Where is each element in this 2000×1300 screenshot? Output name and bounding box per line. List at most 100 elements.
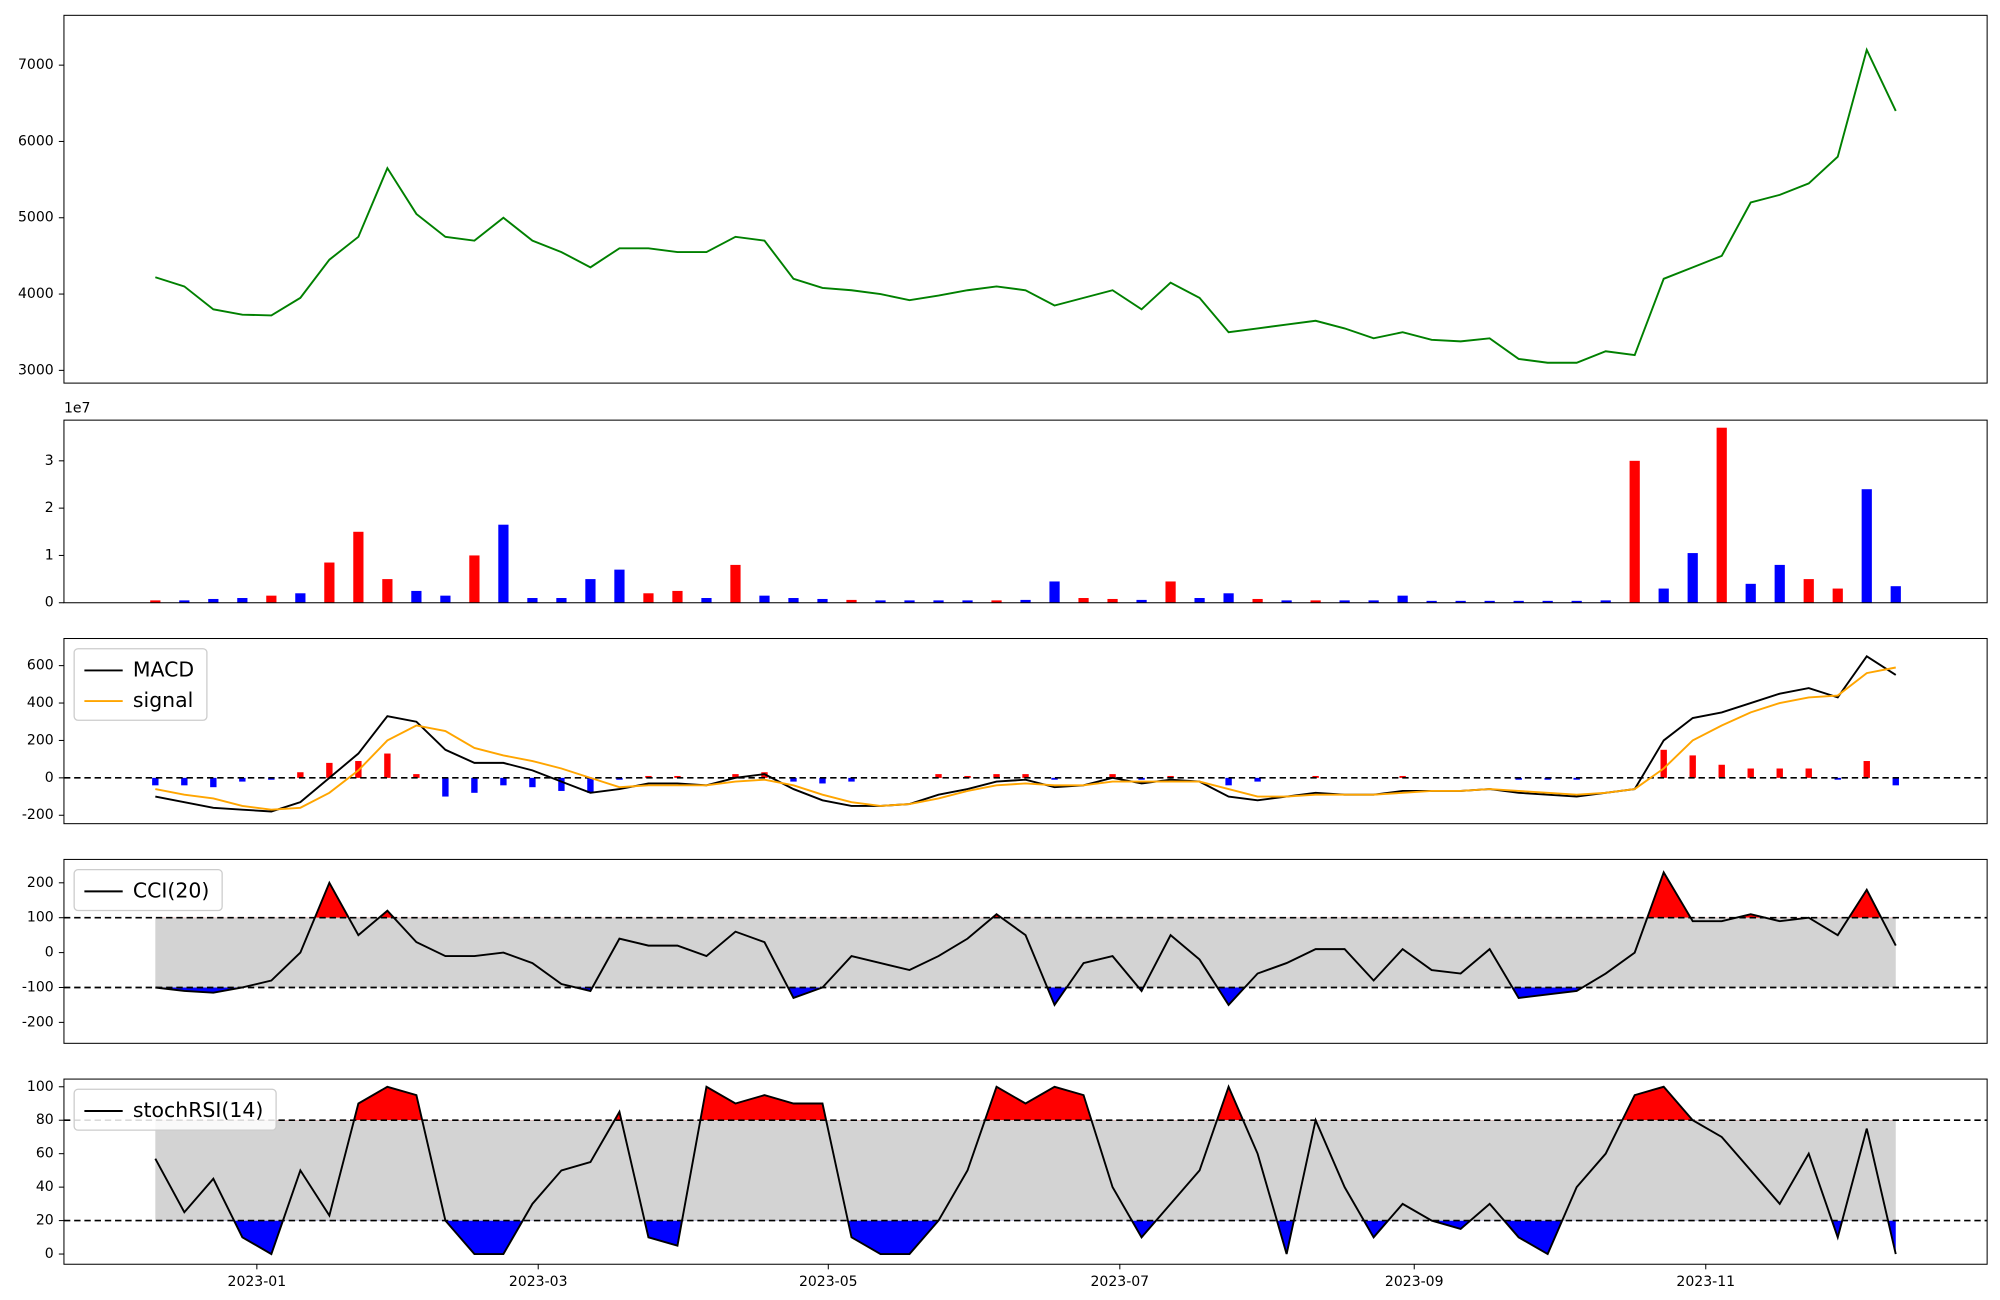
axis-offset-label: 1e7 — [64, 401, 91, 417]
bar — [1629, 460, 1640, 603]
histogram-bar — [1312, 775, 1319, 778]
histogram-bar — [1689, 755, 1696, 778]
legend-box — [73, 1088, 277, 1131]
histogram-bar — [1022, 774, 1029, 778]
x-tick-label: 2023-09 — [1385, 1274, 1444, 1290]
histogram-bar — [268, 777, 275, 780]
legend-label: stochRSI(14) — [133, 1098, 263, 1122]
histogram-bar — [384, 753, 391, 778]
y-tick-label: -200 — [22, 807, 54, 823]
bar — [614, 569, 625, 603]
y-tick-label: 4000 — [18, 286, 54, 302]
bar — [962, 600, 973, 603]
bar — [904, 600, 915, 603]
histogram-bar — [616, 777, 623, 780]
bar — [1426, 600, 1437, 603]
bar — [730, 564, 741, 603]
legend-label: MACD — [133, 657, 194, 681]
histogram-bar — [529, 777, 536, 788]
histogram-bar — [790, 777, 797, 782]
bar — [382, 579, 393, 603]
bar — [1745, 583, 1756, 603]
histogram-bar — [471, 777, 478, 793]
histogram-bar — [1718, 764, 1725, 778]
histogram-bar — [1776, 768, 1783, 778]
panel: -200 -100 0 100 200 CCI(20) — [22, 858, 1988, 1044]
histogram-bar — [1834, 777, 1841, 780]
bar — [1774, 564, 1785, 603]
bar — [788, 598, 799, 603]
bar — [1803, 579, 1814, 603]
series-line — [155, 666, 1896, 811]
y-tick-label: 80 — [36, 1112, 54, 1128]
bar — [1890, 586, 1901, 603]
y-tick-label: 20 — [36, 1213, 54, 1229]
axes-frame — [63, 858, 1988, 1044]
bar — [179, 600, 190, 603]
y-tick-label: -100 — [22, 979, 54, 995]
x-tick-label: 2023-03 — [509, 1274, 568, 1290]
y-tick-label: 0 — [45, 945, 54, 961]
series-line — [155, 47, 1897, 364]
bar — [875, 600, 886, 603]
bar — [324, 562, 335, 603]
bar — [933, 600, 944, 603]
axes-frame — [63, 14, 1988, 384]
y-tick-label: 200 — [27, 732, 54, 748]
bar — [1107, 598, 1118, 603]
histogram-bar — [558, 777, 565, 791]
bar — [1542, 600, 1553, 603]
bar — [1252, 598, 1263, 603]
bar — [643, 593, 654, 603]
histogram-bar — [1515, 777, 1522, 780]
bar — [1368, 600, 1379, 603]
bar — [1513, 600, 1524, 603]
axes-frame — [63, 1078, 1988, 1265]
bar — [237, 598, 248, 603]
threshold-fill — [354, 1086, 1693, 1121]
histogram-bar — [1660, 749, 1667, 778]
histogram-bar — [1747, 768, 1754, 778]
bar — [556, 598, 567, 603]
bar — [527, 598, 538, 603]
bar — [1687, 553, 1698, 603]
y-tick-label: 600 — [27, 658, 54, 674]
y-tick-label: 1 — [45, 547, 54, 563]
x-tick-label: 2023-07 — [1090, 1274, 1149, 1290]
bar — [1600, 600, 1611, 603]
bar — [1571, 600, 1582, 603]
histogram-bar — [326, 762, 333, 778]
bar — [498, 524, 509, 603]
axes-frame — [63, 419, 1988, 604]
bar — [1165, 581, 1176, 603]
bar — [1397, 595, 1408, 603]
y-tick-label: 5000 — [18, 210, 54, 226]
y-tick-label: 100 — [27, 1079, 54, 1095]
y-tick-label: 0 — [45, 770, 54, 786]
histogram-bar — [152, 777, 159, 786]
bar — [1194, 598, 1205, 603]
x-tick-label: 2023-01 — [228, 1274, 287, 1290]
y-tick-label: 200 — [27, 875, 54, 891]
histogram-bar — [1805, 768, 1812, 778]
x-tick-label: 2023-05 — [799, 1274, 858, 1290]
bar — [440, 595, 451, 603]
bar — [469, 555, 480, 603]
bar — [150, 600, 161, 603]
bar — [1861, 489, 1872, 603]
bar — [1078, 598, 1089, 603]
histogram-bar — [1109, 774, 1116, 778]
series-line — [155, 870, 1897, 1007]
bar — [1716, 427, 1727, 603]
histogram-bar — [1573, 777, 1580, 780]
y-tick-label: 60 — [36, 1146, 54, 1162]
histogram-bar — [1051, 777, 1058, 780]
legend-label: signal — [133, 688, 193, 712]
panel: 0 1 2 3 1e7 — [45, 401, 1988, 611]
histogram-bar — [500, 777, 507, 786]
bar — [672, 590, 683, 603]
axes-frame — [63, 637, 1988, 825]
bar — [1136, 599, 1147, 603]
